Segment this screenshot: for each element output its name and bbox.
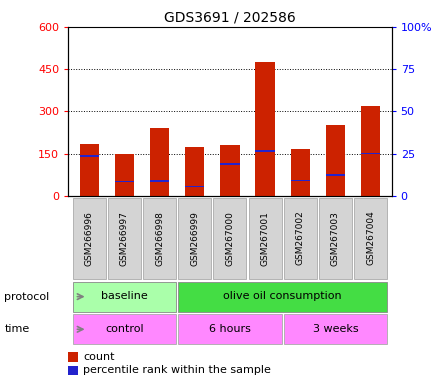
Text: 6 hours: 6 hours [209,324,251,334]
FancyBboxPatch shape [73,197,106,279]
FancyBboxPatch shape [284,197,317,279]
Bar [185,147,205,196]
Bar [68,352,78,362]
FancyBboxPatch shape [284,314,387,344]
Text: GSM267004: GSM267004 [366,211,375,265]
Bar [361,106,380,196]
Bar [115,180,134,182]
Text: olive oil consumption: olive oil consumption [224,291,342,301]
FancyBboxPatch shape [143,197,176,279]
Bar [326,174,345,176]
Text: GSM266998: GSM266998 [155,211,164,265]
Bar [150,180,169,182]
Text: control: control [105,324,144,334]
Bar [361,153,380,154]
FancyBboxPatch shape [73,314,176,344]
FancyBboxPatch shape [213,197,246,279]
Bar [255,62,275,196]
Text: baseline: baseline [101,291,148,301]
Bar [150,128,169,196]
FancyBboxPatch shape [354,197,387,279]
Bar [220,164,239,166]
Bar [80,144,99,196]
Bar [185,186,205,187]
Bar [326,124,345,196]
Text: 3 weeks: 3 weeks [312,324,358,334]
Text: count: count [83,352,114,362]
Bar [80,155,99,157]
Text: time: time [4,324,29,334]
Text: GSM267002: GSM267002 [296,211,305,265]
Title: GDS3691 / 202586: GDS3691 / 202586 [164,10,296,24]
Bar [220,145,239,196]
Text: GSM266996: GSM266996 [85,211,94,265]
Bar [290,149,310,196]
FancyBboxPatch shape [108,197,141,279]
Bar [68,366,78,375]
FancyBboxPatch shape [73,281,176,312]
Text: percentile rank within the sample: percentile rank within the sample [83,366,271,376]
Text: GSM267001: GSM267001 [260,211,270,265]
Bar [115,154,134,196]
FancyBboxPatch shape [178,281,387,312]
Text: GSM267000: GSM267000 [225,211,235,265]
Text: GSM266999: GSM266999 [190,211,199,265]
FancyBboxPatch shape [319,197,352,279]
Text: GSM266997: GSM266997 [120,211,129,265]
Bar [255,150,275,152]
FancyBboxPatch shape [178,197,211,279]
Bar [290,179,310,181]
Text: protocol: protocol [4,291,50,302]
FancyBboxPatch shape [249,197,282,279]
FancyBboxPatch shape [178,314,282,344]
Text: GSM267003: GSM267003 [331,211,340,265]
